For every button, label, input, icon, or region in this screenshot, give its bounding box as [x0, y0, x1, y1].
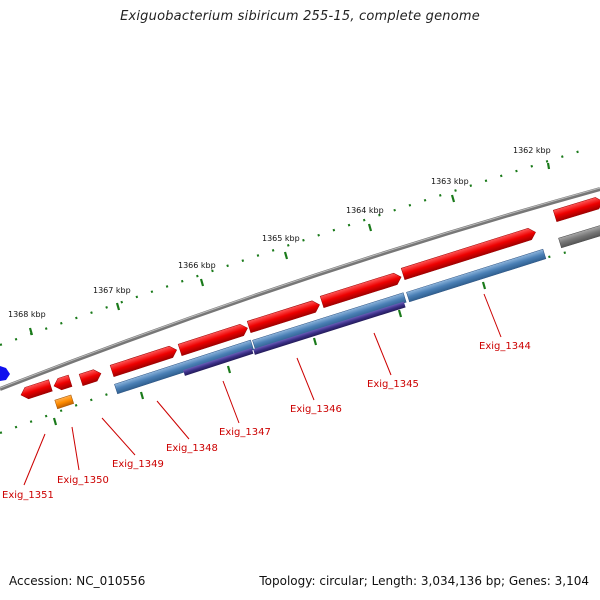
tick-label-1362: 1362 kbp: [513, 146, 551, 155]
tick-label-1365: 1365 kbp: [262, 234, 300, 243]
feature-bar-purple-left[interactable]: [183, 347, 254, 376]
gene-arrow-exig-1345[interactable]: [319, 271, 403, 309]
forward-genes: [78, 196, 600, 387]
gene-arrow-exig-1344[interactable]: [400, 226, 537, 281]
inner-scale-ticks: [52, 281, 487, 426]
map-title: Exiguobacterium sibiricum 255-15, comple…: [120, 9, 480, 24]
feature-bar-blue-right[interactable]: [406, 248, 547, 303]
gene-arrow-exig-1348[interactable]: [109, 344, 178, 378]
tick-label-1363: 1363 kbp: [431, 177, 469, 186]
gene-label-exig-1344[interactable]: Exig_1344: [479, 341, 531, 352]
tick-label-1366: 1366 kbp: [178, 261, 216, 270]
reverse-genes: [19, 374, 73, 401]
gene-arrow-exig-1349[interactable]: [78, 368, 103, 387]
gene-arrow-exig-1347[interactable]: [177, 322, 249, 357]
gene-arrow-exig-1351[interactable]: [19, 379, 53, 401]
gene-label-exig-1349[interactable]: Exig_1349: [112, 459, 164, 470]
gene-label-exig-1350[interactable]: Exig_1350: [57, 475, 109, 486]
feature-bars: [114, 223, 600, 395]
feature-bar-purple-mid[interactable]: [253, 301, 406, 355]
gene-arrow-exig-1350[interactable]: [52, 374, 73, 392]
genome-backbone: [0, 187, 600, 391]
label-leaders: [23, 293, 502, 486]
tick-label-1364: 1364 kbp: [346, 206, 384, 215]
gene-label-exig-1345[interactable]: Exig_1345: [367, 379, 419, 390]
gene-label-exig-1351[interactable]: Exig_1351: [2, 490, 54, 501]
gene-label-exig-1348[interactable]: Exig_1348: [166, 443, 218, 454]
gene-label-exig-1347[interactable]: Exig_1347: [219, 427, 271, 438]
gene-arrow-exig-1346[interactable]: [246, 299, 321, 334]
gene-label-exig-1346[interactable]: Exig_1346: [290, 404, 342, 415]
tick-label-1367: 1367 kbp: [93, 286, 131, 295]
accession-text: Accession: NC_010556: [9, 574, 146, 588]
gene-arrow-far-right[interactable]: [552, 196, 600, 223]
tick-label-1368: 1368 kbp: [8, 310, 46, 319]
topology-text: Topology: circular; Length: 3,034,136 bp…: [259, 574, 589, 588]
feature-bar-gray[interactable]: [558, 223, 600, 249]
feature-blue-edge[interactable]: [0, 366, 10, 381]
feature-orange[interactable]: [54, 394, 75, 410]
scale-ticks: [28, 162, 551, 336]
